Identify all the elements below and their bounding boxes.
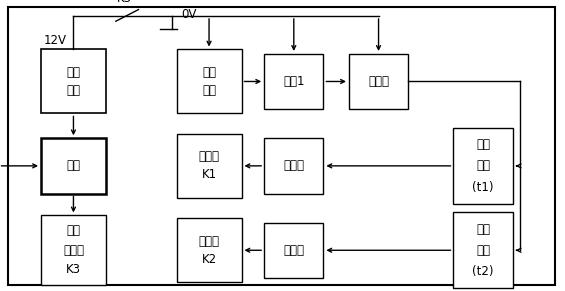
Bar [41, 49, 106, 113]
Bar [264, 223, 323, 278]
Bar [453, 128, 512, 204]
Text: 计数器: 计数器 [368, 75, 389, 88]
Bar [41, 138, 106, 194]
Text: K1: K1 [202, 168, 216, 181]
Bar [176, 134, 242, 198]
Text: 驱动器: 驱动器 [283, 244, 305, 257]
Text: 0V: 0V [181, 8, 196, 21]
Bar [453, 212, 512, 288]
Text: K2: K2 [202, 253, 216, 266]
Text: 瞬动: 瞬动 [67, 224, 80, 237]
Bar [264, 54, 323, 109]
Text: 12V: 12V [44, 33, 67, 47]
Text: 电源: 电源 [67, 84, 80, 97]
Text: 开关: 开关 [476, 244, 490, 257]
Bar [176, 218, 242, 282]
Text: 继电器: 继电器 [198, 235, 220, 248]
Text: 降压: 降压 [67, 159, 80, 172]
Text: 整定: 整定 [476, 223, 490, 236]
Text: 继电器: 继电器 [63, 244, 84, 257]
Text: 储能: 储能 [67, 66, 80, 79]
Text: K3: K3 [117, 0, 132, 5]
Text: (t2): (t2) [472, 265, 494, 278]
Text: 分频: 分频 [202, 84, 216, 97]
Text: 驱动器: 驱动器 [283, 159, 305, 172]
Text: (t1): (t1) [472, 180, 494, 194]
Text: 继电器: 继电器 [198, 150, 220, 164]
Bar [264, 138, 323, 194]
Bar [176, 49, 242, 113]
Bar [349, 54, 408, 109]
Text: 整定: 整定 [476, 138, 490, 151]
Text: 分鄉1: 分鄉1 [283, 75, 305, 88]
Text: 开关: 开关 [476, 159, 490, 172]
Bar [41, 215, 106, 285]
Text: K3: K3 [66, 263, 81, 276]
Text: 晶体: 晶体 [202, 66, 216, 79]
